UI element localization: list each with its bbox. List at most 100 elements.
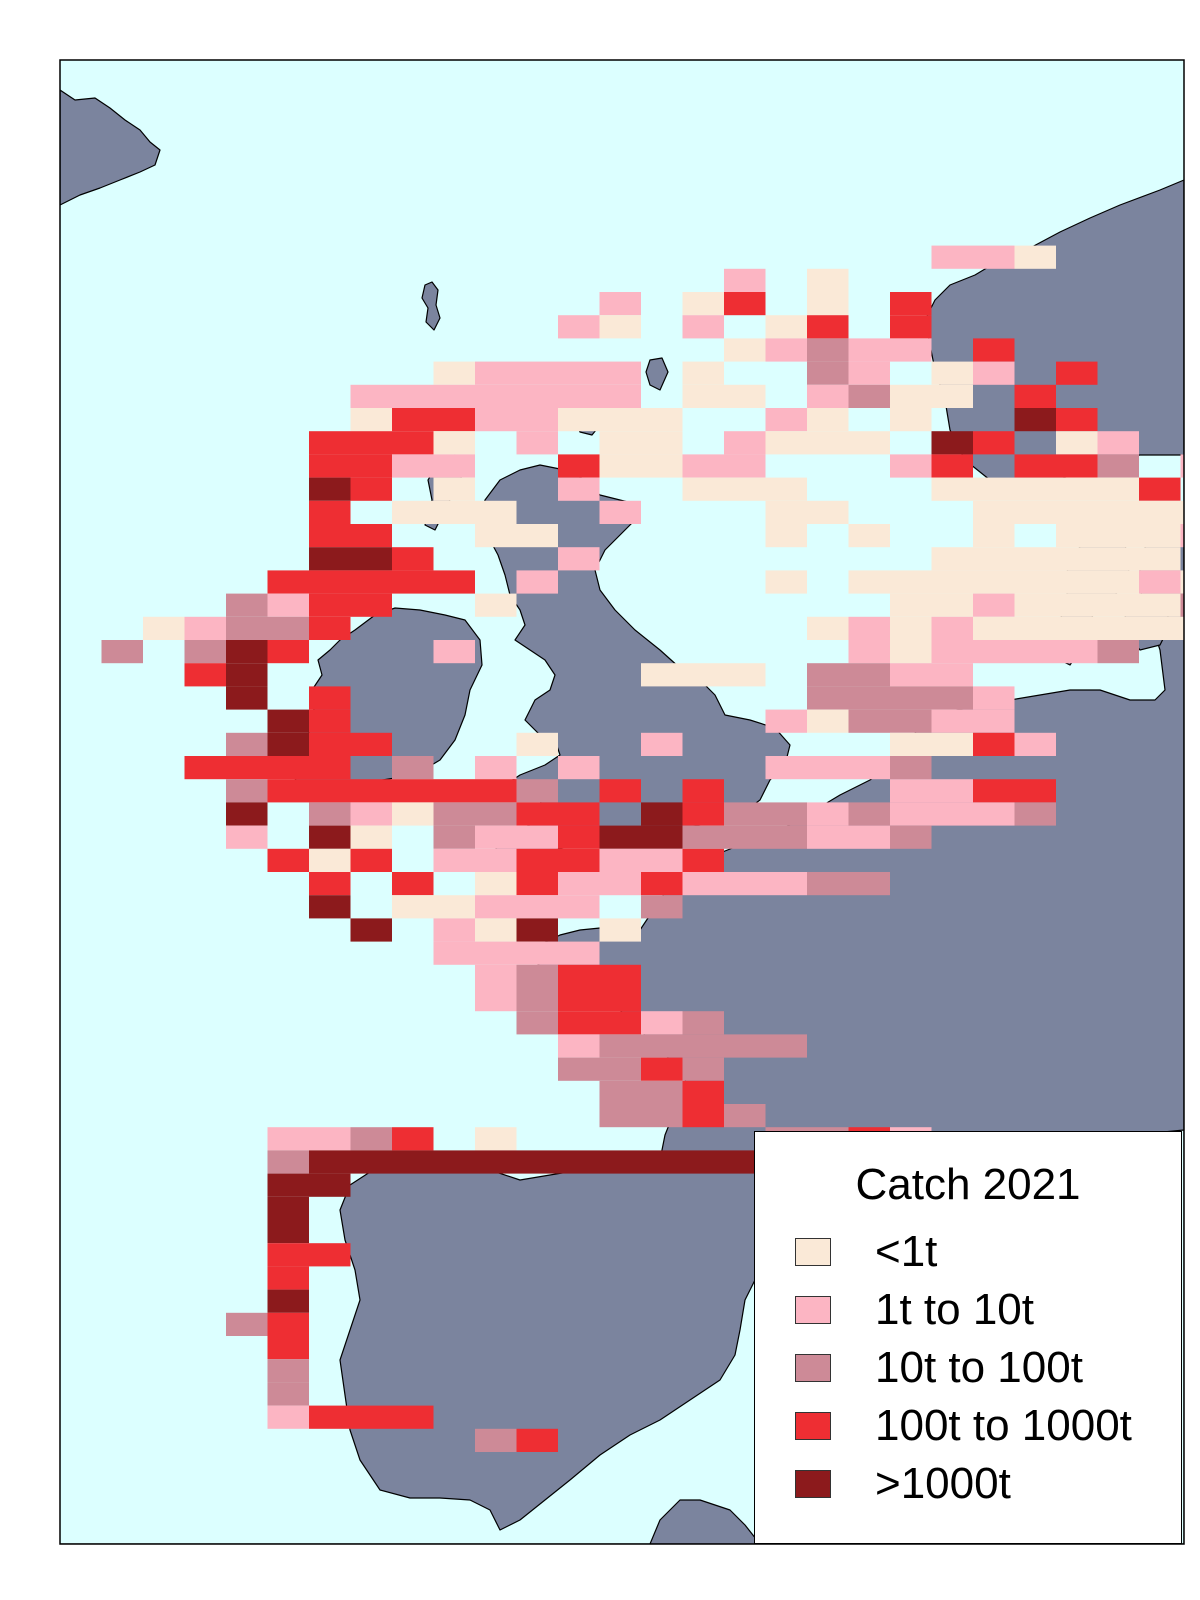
catch-cell [890,756,932,780]
catch-cell [1180,570,1184,594]
catch-cell [1139,477,1181,501]
catch-cell [558,1057,600,1081]
catch-cell [392,756,434,780]
catch-cell [931,640,973,664]
catch-cell [682,1104,724,1128]
catch-cell [433,1150,475,1174]
catch-cell [516,1150,558,1174]
catch-cell [558,848,600,872]
catch-cell [890,593,932,617]
catch-cell [682,848,724,872]
legend-row: >1000t [795,1459,1011,1508]
catch-cell [558,825,600,849]
catch-cell [641,848,683,872]
catch-cell [765,338,807,362]
catch-cell [309,895,351,919]
catch-cell [309,1127,351,1151]
catch-cell [848,524,890,548]
catch-cell [309,1243,351,1267]
catch-cell [973,616,1015,640]
legend-swatch [795,1470,831,1498]
catch-cell [143,616,185,640]
catch-cell [890,802,932,826]
catch-cell [848,663,890,687]
shetland-land [421,281,441,331]
catch-cell [724,1104,766,1128]
catch-cell [516,431,558,455]
catch-cell [558,988,600,1012]
catch-cell [807,825,849,849]
catch-cell [724,292,766,316]
catch-cell [931,431,973,455]
catch-cell [1014,802,1056,826]
catch-cell [309,872,351,896]
catch-cell [641,802,683,826]
catch-cell [309,431,351,455]
catch-cell [599,315,641,339]
catch-cell [599,988,641,1012]
catch-cell [350,570,392,594]
catch-cell [392,570,434,594]
catch-cell [890,408,932,432]
catch-cell [765,431,807,455]
catch-cell [1056,640,1098,664]
catch-cell [890,709,932,733]
catch-cell [599,825,641,849]
catch-cell [392,1150,434,1174]
catch-cell [682,872,724,896]
catch-cell [973,593,1015,617]
catch-cell [475,1127,517,1151]
catch-cell [350,802,392,826]
catch-cell [973,547,1015,571]
catch-cell [724,1034,766,1058]
catch-cell [1097,547,1139,571]
catch-cell [848,361,890,385]
catch-cell [1014,570,1056,594]
catch-cell [475,756,517,780]
catch-cell [350,825,392,849]
catch-cell [931,802,973,826]
catch-cell [765,477,807,501]
catch-cell [848,384,890,408]
catch-cell [599,1080,641,1104]
catch-cell [599,872,641,896]
catch-cell [1014,408,1056,432]
catch-cell [226,593,268,617]
catch-cell [973,500,1015,524]
catch-cell [641,872,683,896]
catch-cell [433,500,475,524]
catch-cell [848,431,890,455]
catch-cell [433,408,475,432]
catch-cell [682,454,724,478]
catch-cell [682,315,724,339]
catch-cell [599,848,641,872]
catch-cell [516,988,558,1012]
catch-cell [931,570,973,594]
catch-cell [309,500,351,524]
catch-cell [433,477,475,501]
catch-cell [599,964,641,988]
catch-cell [558,454,600,478]
catch-cell [475,408,517,432]
catch-cell [433,384,475,408]
catch-cell [807,709,849,733]
catch-cell [267,779,309,803]
legend-swatch [795,1238,831,1266]
catch-cell [350,732,392,756]
catch-cell [765,872,807,896]
catch-cell [890,570,932,594]
catch-cell [309,732,351,756]
catch-cell [475,384,517,408]
catch-cell [1056,593,1098,617]
catch-cell [475,361,517,385]
catch-cell [682,1057,724,1081]
catch-cell [890,384,932,408]
catch-cell [433,802,475,826]
catch-cell [392,802,434,826]
legend-label: >1000t [875,1459,1011,1508]
catch-cell [226,640,268,664]
catch-cell [350,547,392,571]
catch-cell [433,570,475,594]
catch-cell [392,408,434,432]
catch-cell [1056,431,1098,455]
